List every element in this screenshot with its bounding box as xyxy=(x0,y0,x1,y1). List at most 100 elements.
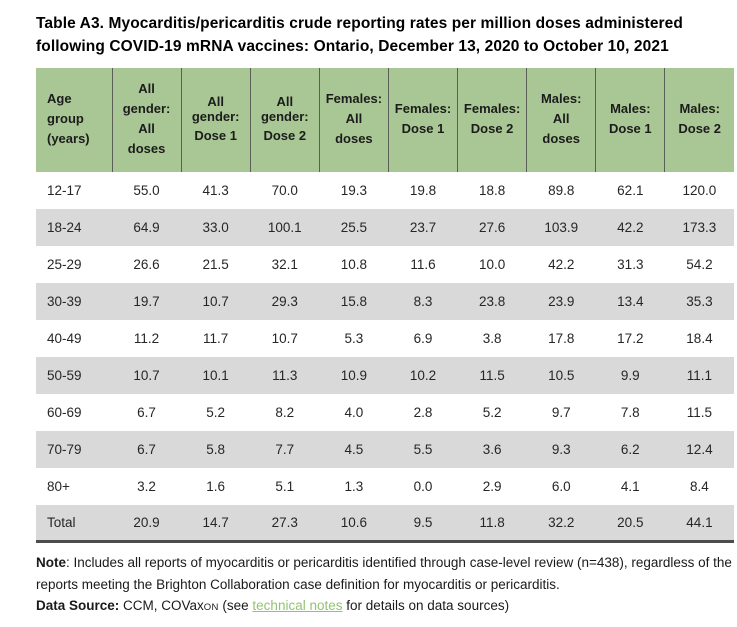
age-group-cell: 25-29 xyxy=(36,245,112,283)
rate-cell: 89.8 xyxy=(526,171,596,209)
rate-cell: 19.8 xyxy=(388,171,458,209)
rate-cell: 3.6 xyxy=(457,430,527,468)
rate-cell: 20.5 xyxy=(595,504,665,543)
rate-cell: 62.1 xyxy=(595,171,665,209)
header-line: Males: xyxy=(679,101,720,117)
rate-cell: 5.3 xyxy=(319,319,389,357)
header-line: group xyxy=(47,111,84,127)
rate-cell: 5.1 xyxy=(250,467,320,505)
rate-cell: 31.3 xyxy=(595,245,665,283)
rate-cell: 2.8 xyxy=(388,393,458,431)
table-header: Age group (years) All gender: All doses All gen… xyxy=(36,67,734,172)
rate-cell: 10.7 xyxy=(112,356,182,394)
table-row-60-69: 60-69 6.7 5.2 8.2 4.0 2.8 5.2 9.7 7.8 11.5 xyxy=(36,393,734,431)
rate-cell: 9.5 xyxy=(388,504,458,543)
header-line: All xyxy=(345,111,363,127)
rate-cell: 10.0 xyxy=(457,245,527,283)
rate-cell: 5.8 xyxy=(181,430,251,468)
table-row-18-24: 18-24 64.9 33.0 100.1 25.5 23.7 27.6 103.9 42.2 1… xyxy=(36,208,734,246)
rate-cell: 27.6 xyxy=(457,208,527,246)
rate-cell: 35.3 xyxy=(664,282,734,320)
age-group-cell: 40-49 xyxy=(36,319,112,357)
rate-cell: 54.2 xyxy=(664,245,734,283)
data-source-pre: CCM, COVax xyxy=(119,598,204,614)
rate-cell: 100.1 xyxy=(250,208,320,246)
rate-cell: 23.8 xyxy=(457,282,527,320)
rate-cell: 5.2 xyxy=(457,393,527,431)
rate-cell: 11.8 xyxy=(457,504,527,543)
age-group-cell: 50-59 xyxy=(36,356,112,394)
rate-cell: 5.2 xyxy=(181,393,251,431)
rate-cell: 10.8 xyxy=(319,245,389,283)
data-source-label: Data Source: xyxy=(36,598,120,614)
header-cell-6: Females: Dose 2 xyxy=(457,67,527,172)
rate-cell: 9.3 xyxy=(526,430,596,468)
age-group-cell: 30-39 xyxy=(36,282,112,320)
header-cell-5: Females: Dose 1 xyxy=(387,67,458,172)
rate-cell: 29.3 xyxy=(250,282,320,320)
header-cell-2: All gender: Dose 1 xyxy=(180,67,251,172)
data-source-mid: (see xyxy=(218,598,253,614)
rate-cell: 26.6 xyxy=(112,245,182,283)
note-label: Note xyxy=(36,555,66,570)
rate-cell: 23.9 xyxy=(526,282,596,320)
title-line-2: following COVID-19 mRNA vaccines: Ontari… xyxy=(36,38,669,56)
rate-cell: 70.0 xyxy=(250,171,320,209)
rate-cell: 25.5 xyxy=(319,208,389,246)
rate-cell: 2.9 xyxy=(457,467,527,505)
header-line: Females: xyxy=(463,101,521,117)
rate-cell: 173.3 xyxy=(664,208,734,246)
rate-cell: 20.9 xyxy=(112,504,182,543)
rate-cell: 10.2 xyxy=(388,356,458,394)
rate-cell: 11.5 xyxy=(664,393,734,431)
rate-cell: 41.3 xyxy=(181,171,251,209)
header-line: gender: xyxy=(122,101,171,117)
rate-cell: 6.7 xyxy=(112,430,182,468)
note-text: : Includes all reports of myocarditis or… xyxy=(36,555,732,592)
header-line: doses xyxy=(335,130,373,146)
age-group-cell: 80+ xyxy=(36,467,112,505)
rate-cell: 3.2 xyxy=(112,467,182,505)
rate-cell: 17.2 xyxy=(595,319,665,357)
rate-cell: 10.5 xyxy=(526,356,596,394)
rate-cell: 18.8 xyxy=(457,171,527,209)
header-line: Dose 2 xyxy=(263,128,307,144)
rate-cell: 32.2 xyxy=(526,504,596,543)
rate-cell: 32.1 xyxy=(250,245,320,283)
rate-cell: 10.7 xyxy=(250,319,320,357)
rate-cell: 6.9 xyxy=(388,319,458,357)
table-notes: Note: Includes all reports of myocarditi… xyxy=(36,552,737,617)
rate-cell: 9.9 xyxy=(595,356,665,394)
header-line: Females: xyxy=(394,101,452,117)
rate-cell: 6.0 xyxy=(526,467,596,505)
rate-cell: 9.7 xyxy=(526,393,596,431)
header-cell-8: Males: Dose 1 xyxy=(595,67,665,172)
age-group-cell: Total xyxy=(36,504,112,543)
rate-cell: 10.7 xyxy=(181,282,251,320)
header-line: Dose 2 xyxy=(470,121,514,136)
rate-cell: 8.2 xyxy=(250,393,320,431)
header-line: Males: xyxy=(540,91,582,107)
rate-cell: 15.8 xyxy=(319,282,389,320)
rate-cell: 11.7 xyxy=(181,319,251,357)
header-line: All xyxy=(138,121,155,136)
table-row-25-29: 25-29 26.6 21.5 32.1 10.8 11.6 10.0 42.2 31.3 54.… xyxy=(36,245,734,283)
table-row-30-39: 30-39 19.7 10.7 29.3 15.8 8.3 23.8 23.9 13.4 35.3 xyxy=(36,282,734,320)
rate-cell: 14.7 xyxy=(181,504,251,543)
rate-cell: 8.4 xyxy=(664,467,734,505)
header-line: Dose 2 xyxy=(678,121,721,136)
rate-cell: 5.5 xyxy=(388,430,458,468)
data-source-paragraph: Data Source: CCM, COVaxON (see technical… xyxy=(36,595,737,617)
table-row-total: Total 20.9 14.7 27.3 10.6 9.5 11.8 32.2 20.5 44.1 xyxy=(36,504,734,543)
rate-cell: 6.7 xyxy=(112,393,182,431)
technical-notes-link[interactable]: technical notes xyxy=(252,598,343,614)
header-line: All xyxy=(138,81,155,97)
rate-cell: 12.4 xyxy=(664,430,734,468)
age-group-cell: 70-79 xyxy=(36,430,112,468)
rate-cell: 1.3 xyxy=(319,467,389,505)
rate-cell: 18.4 xyxy=(664,319,734,357)
age-group-cell: 12-17 xyxy=(36,171,112,209)
rate-cell: 13.4 xyxy=(595,282,665,320)
header-line: Males: xyxy=(610,101,651,117)
table-row-80+: 80+ 3.2 1.6 5.1 1.3 0.0 2.9 6.0 4.1 8.4 xyxy=(36,467,734,505)
